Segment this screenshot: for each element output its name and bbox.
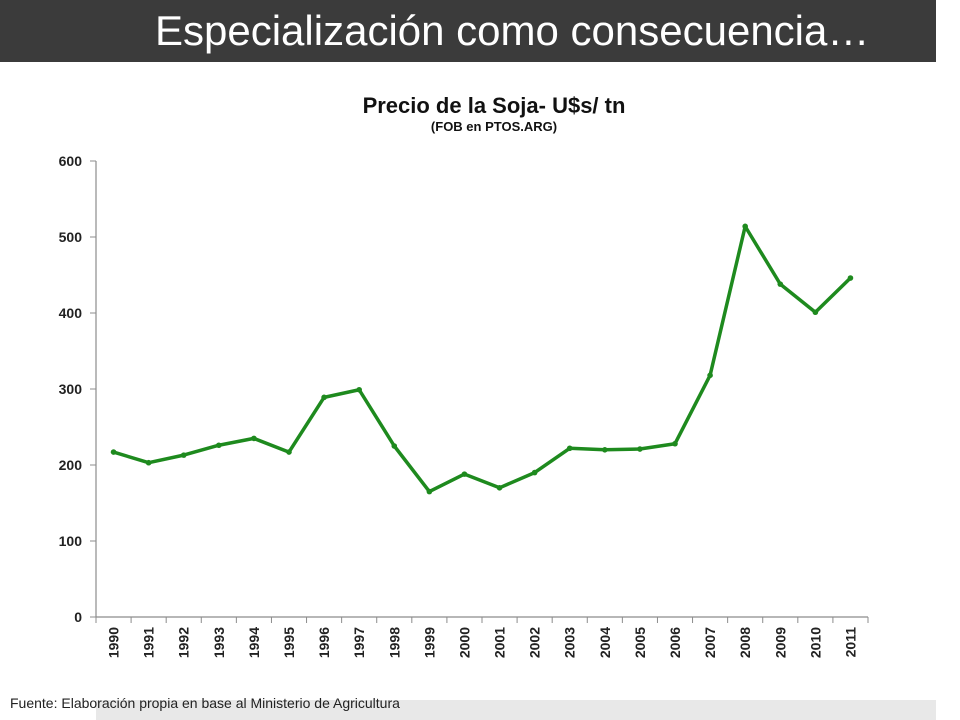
soy-price-chart: Precio de la Soja- U$s/ tn (FOB en PTOS.… [59, 93, 869, 658]
y-tick-label: 600 [59, 153, 83, 169]
data-point [356, 386, 362, 393]
x-tick-label: 2001 [492, 627, 508, 658]
x-tick-label: 2004 [597, 627, 613, 658]
chart-area: Precio de la Soja- U$s/ tn (FOB en PTOS.… [0, 70, 960, 700]
data-point [426, 488, 433, 495]
data-point [847, 275, 854, 281]
data-point [321, 394, 327, 401]
data-point [180, 452, 187, 458]
x-tick-label: 1993 [211, 627, 227, 658]
y-tick-label: 0 [74, 609, 82, 625]
source-note: Fuente: Elaboración propia en base al Mi… [10, 695, 400, 711]
x-tick-label: 2007 [702, 627, 718, 658]
data-point [566, 445, 573, 452]
x-tick-label: 1996 [316, 627, 332, 658]
x-tick-label: 2005 [632, 627, 648, 658]
x-tick-label: 1998 [386, 627, 402, 658]
chart-axes [95, 161, 868, 618]
series-line [113, 224, 852, 494]
x-tick-label: 1992 [176, 627, 192, 658]
data-point [110, 449, 117, 455]
data-point [216, 442, 222, 449]
x-tick-label: 2000 [456, 627, 472, 658]
x-tick-label: 1997 [351, 627, 367, 658]
x-tick-label: 2006 [667, 627, 683, 658]
y-tick-label: 100 [59, 533, 83, 549]
chart-subtitle: (FOB en PTOS.ARG) [431, 119, 557, 134]
x-tick-label: 1990 [106, 627, 122, 658]
series-group [110, 223, 854, 495]
data-point [637, 446, 643, 452]
x-tick-label: 2009 [772, 627, 788, 658]
chart-title: Precio de la Soja- U$s/ tn [363, 93, 626, 118]
data-point [672, 440, 678, 447]
x-tick-label: 2011 [842, 627, 858, 658]
x-tick-label: 2002 [527, 627, 543, 658]
data-point [461, 471, 468, 477]
y-axis-ticks: 0 100 200 300 400 500 600 [59, 153, 96, 625]
data-point [286, 449, 292, 455]
slide-title: Especialización como consecuencia… [155, 7, 870, 54]
data-point [812, 309, 819, 316]
x-tick-label: 2008 [737, 627, 753, 658]
data-point [531, 469, 538, 476]
data-point [251, 435, 257, 442]
x-tick-label: 1994 [246, 627, 262, 658]
data-point [391, 443, 398, 449]
data-point [707, 372, 713, 379]
data-point [145, 459, 152, 466]
data-point [496, 485, 503, 491]
x-axis-ticks: 1990 1991 1992 1993 1994 1995 1996 1997 1998 1999… [95, 617, 869, 658]
y-tick-label: 300 [59, 381, 83, 397]
x-tick-label: 1991 [141, 627, 157, 658]
x-tick-label: 1995 [281, 627, 297, 658]
data-point [777, 281, 784, 287]
footer-band [96, 700, 936, 720]
x-tick-label: 2003 [562, 627, 578, 658]
data-point [602, 447, 608, 453]
y-tick-label: 200 [59, 457, 83, 473]
data-point [742, 223, 748, 230]
y-tick-label: 500 [59, 229, 83, 245]
y-tick-label: 400 [59, 305, 83, 321]
x-tick-label: 2010 [807, 627, 823, 658]
x-tick-label: 1999 [421, 627, 437, 658]
title-bar: Especialización como consecuencia… [0, 0, 936, 62]
